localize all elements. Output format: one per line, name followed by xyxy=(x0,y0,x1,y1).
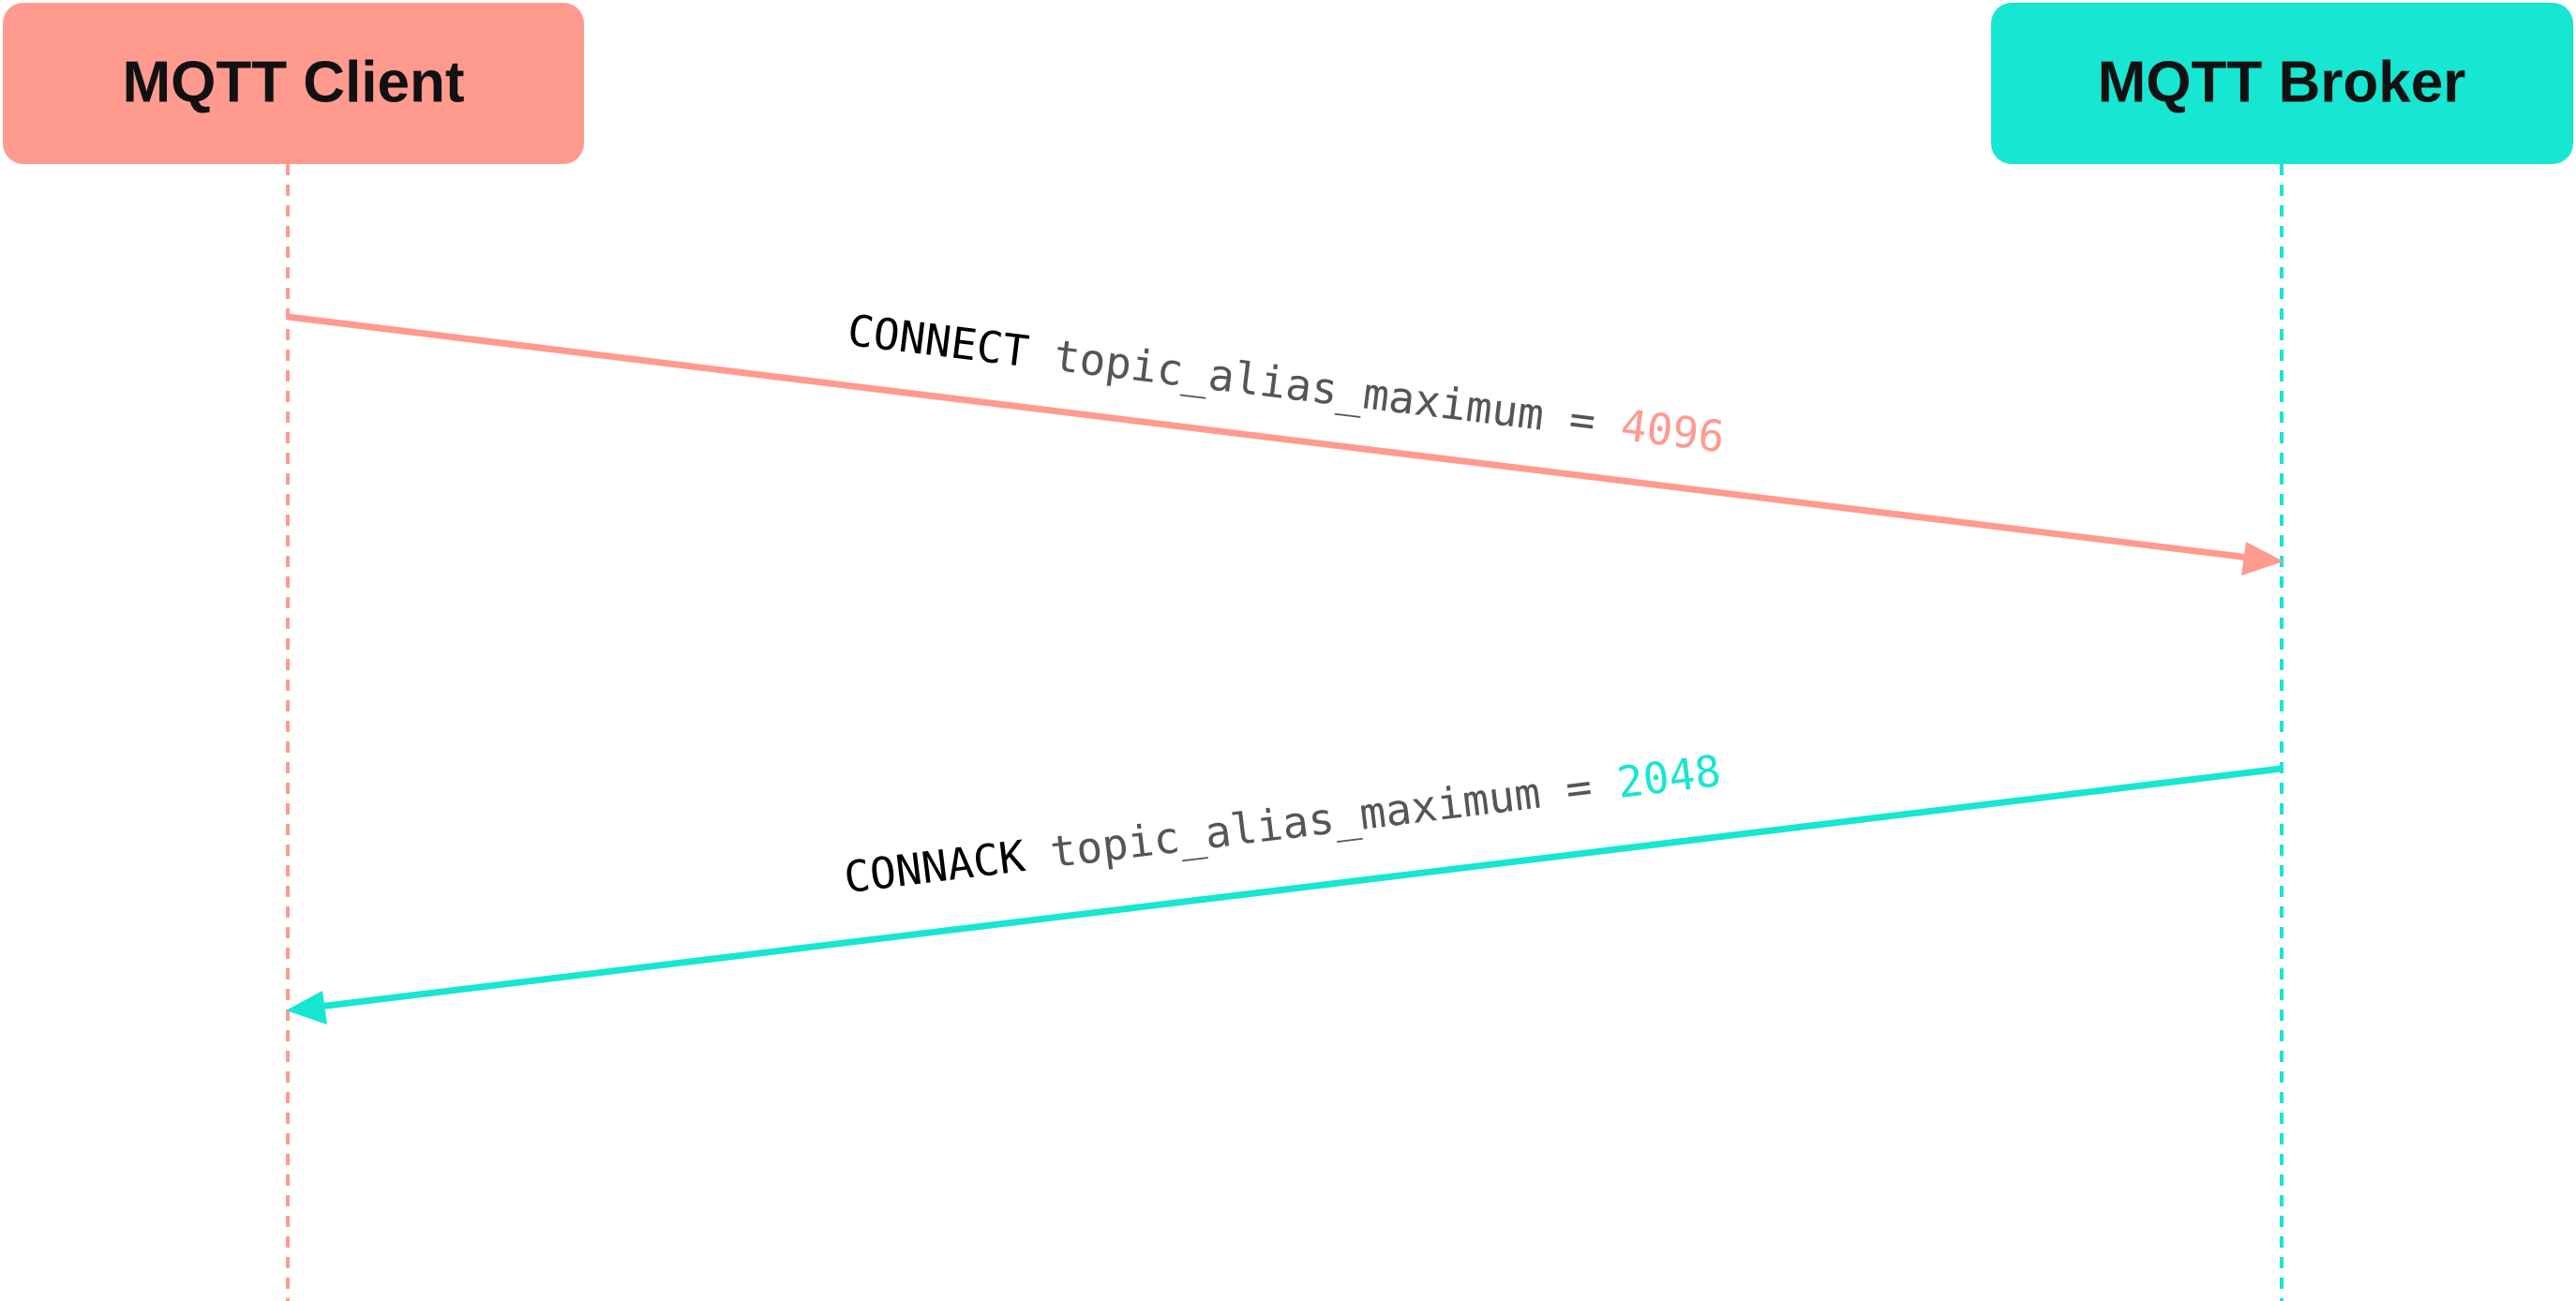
property-value: 4096 xyxy=(1618,399,1728,462)
message-arrow xyxy=(318,765,2283,1010)
participant-box xyxy=(1991,3,2573,164)
participant-box xyxy=(3,3,584,164)
participant-label: MQTT Client xyxy=(122,50,464,114)
property-name: topic_alias_maximum xyxy=(1051,330,1547,441)
property-name: topic_alias_maximum xyxy=(1047,768,1543,878)
packet-name: CONNACK xyxy=(841,830,1027,903)
operator: = xyxy=(1566,393,1598,446)
message-label: CONNACK topic_alias_maximum = 2048 xyxy=(841,745,1723,903)
participant-label: MQTT Broker xyxy=(2098,50,2466,114)
arrow-head xyxy=(286,991,327,1024)
operator: = xyxy=(1563,761,1595,815)
packet-name: CONNECT xyxy=(845,305,1031,377)
arrow-head xyxy=(2241,542,2284,576)
message-arrow xyxy=(287,313,2251,561)
property-value: 2048 xyxy=(1614,745,1724,808)
